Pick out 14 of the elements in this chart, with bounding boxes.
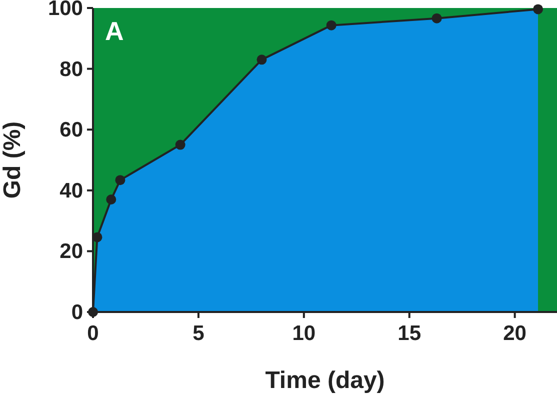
x-tick-label: 20 [503,322,526,345]
x-tick-label: 10 [292,322,316,345]
y-tick-label: 80 [60,58,83,81]
x-tick-label: 0 [87,322,99,345]
y-tick-label: 0 [71,301,83,324]
x-axis-title: Time (day) [265,367,385,394]
y-tick-label: 100 [48,0,83,20]
y-tick-label: 20 [60,240,83,264]
chart-title: A [105,16,124,46]
x-tick-label: 15 [398,322,422,345]
y-tick-label: 40 [60,179,83,202]
y-tick-label: 60 [60,118,83,142]
x-tick-label: 5 [192,322,205,345]
y-axis-title: Gd (%) [0,121,26,199]
